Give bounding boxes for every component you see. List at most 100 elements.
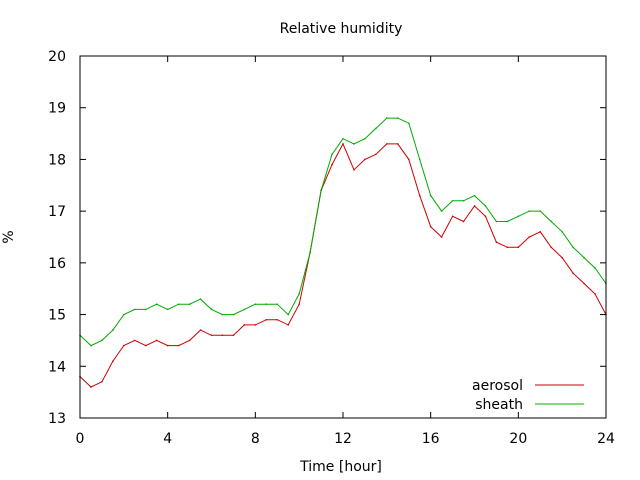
data-point-aerosol [550,246,553,249]
data-point-aerosol [123,344,125,347]
data-point-sheath [583,256,585,259]
data-point-aerosol [188,339,191,342]
plot-lines [79,117,607,388]
data-point-sheath [210,308,213,311]
x-tick-label: 0 [76,431,85,447]
x-tick-label: 24 [597,431,615,447]
data-point-sheath [101,339,103,342]
y-tick-label: 18 [48,152,66,168]
data-point-aerosol [254,324,257,326]
data-point-sheath [254,303,257,306]
data-point-aerosol [473,205,476,207]
data-point-sheath [462,200,465,202]
data-point-aerosol [462,220,465,223]
data-point-aerosol [506,246,509,249]
data-point-sheath [90,344,92,347]
data-point-aerosol [451,215,454,218]
x-tick-label: 4 [163,431,172,447]
data-point-sheath [276,303,279,306]
plot-frame [79,55,607,419]
data-point-aerosol [177,344,180,347]
data-point-aerosol [331,163,333,166]
data-point-aerosol [265,318,268,321]
data-point-aerosol [133,339,136,342]
data-point-aerosol [418,194,421,197]
y-tick-label: 16 [48,256,66,272]
data-point-aerosol [583,282,585,285]
data-point-aerosol [90,386,92,388]
data-point-sheath [550,220,553,223]
data-point-sheath [495,220,498,223]
data-point-sheath [572,246,574,249]
data-point-aerosol [298,303,300,306]
x-axis-label: Time [hour] [299,459,382,475]
data-point-aerosol [101,381,103,383]
data-point-aerosol [517,246,520,249]
data-point-aerosol [342,143,344,145]
data-point-aerosol [287,324,290,326]
data-point-aerosol [221,334,224,337]
data-point-sheath [451,200,454,202]
data-point-aerosol [528,236,531,238]
data-point-sheath [561,231,563,233]
data-point-aerosol [561,256,563,259]
data-point-aerosol [210,334,213,337]
y-tick-label: 13 [48,411,66,427]
data-point-sheath [539,210,542,212]
data-point-sheath [331,153,333,156]
x-tick-label: 20 [509,431,527,447]
data-point-sheath [166,308,169,311]
data-point-aerosol [440,236,443,238]
data-point-aerosol [539,231,542,233]
data-point-aerosol [407,158,410,161]
data-point-sheath [517,215,520,218]
y-tick-label: 14 [48,359,66,375]
data-point-sheath [506,220,509,223]
data-point-sheath [484,205,487,207]
data-point-sheath [298,293,300,295]
data-point-aerosol [484,215,487,218]
data-point-aerosol [243,324,246,326]
data-point-aerosol [375,153,377,156]
y-tick-label: 19 [48,101,66,117]
data-point-sheath [396,117,399,119]
data-point-sheath [375,127,377,130]
data-point-aerosol [199,329,202,331]
data-point-aerosol [144,344,147,347]
data-point-aerosol [396,143,399,145]
chart-title: Relative humidity [280,21,403,37]
data-point-sheath [287,313,290,316]
data-point-sheath [418,158,421,161]
data-point-sheath [440,210,443,212]
data-point-sheath [353,143,355,145]
data-point-sheath [594,267,596,269]
y-tick-label: 20 [48,49,66,65]
data-point-aerosol [276,318,279,321]
data-point-sheath [528,210,531,212]
data-point-sheath [123,313,125,316]
legend: aerosol sheath [472,378,584,413]
data-point-sheath [221,313,224,316]
y-axis-label: % [1,230,17,243]
x-tick-label: 12 [334,431,352,447]
data-point-aerosol [386,143,388,145]
data-point-sheath [473,194,476,197]
data-point-aerosol [495,241,498,243]
data-point-sheath [133,308,136,311]
data-point-sheath [188,303,191,306]
data-point-aerosol [353,168,355,171]
data-point-sheath [386,117,388,119]
data-point-aerosol [364,158,366,161]
x-tick-label: 8 [251,431,260,447]
data-point-sheath [199,298,202,300]
data-point-aerosol [572,272,574,275]
data-point-sheath [429,194,432,197]
legend-label-sheath: sheath [475,397,523,413]
data-point-aerosol [594,293,596,295]
data-point-sheath [342,137,344,140]
data-point-sheath [144,308,147,311]
data-point-aerosol [155,339,158,342]
legend-label-aerosol: aerosol [472,378,523,394]
